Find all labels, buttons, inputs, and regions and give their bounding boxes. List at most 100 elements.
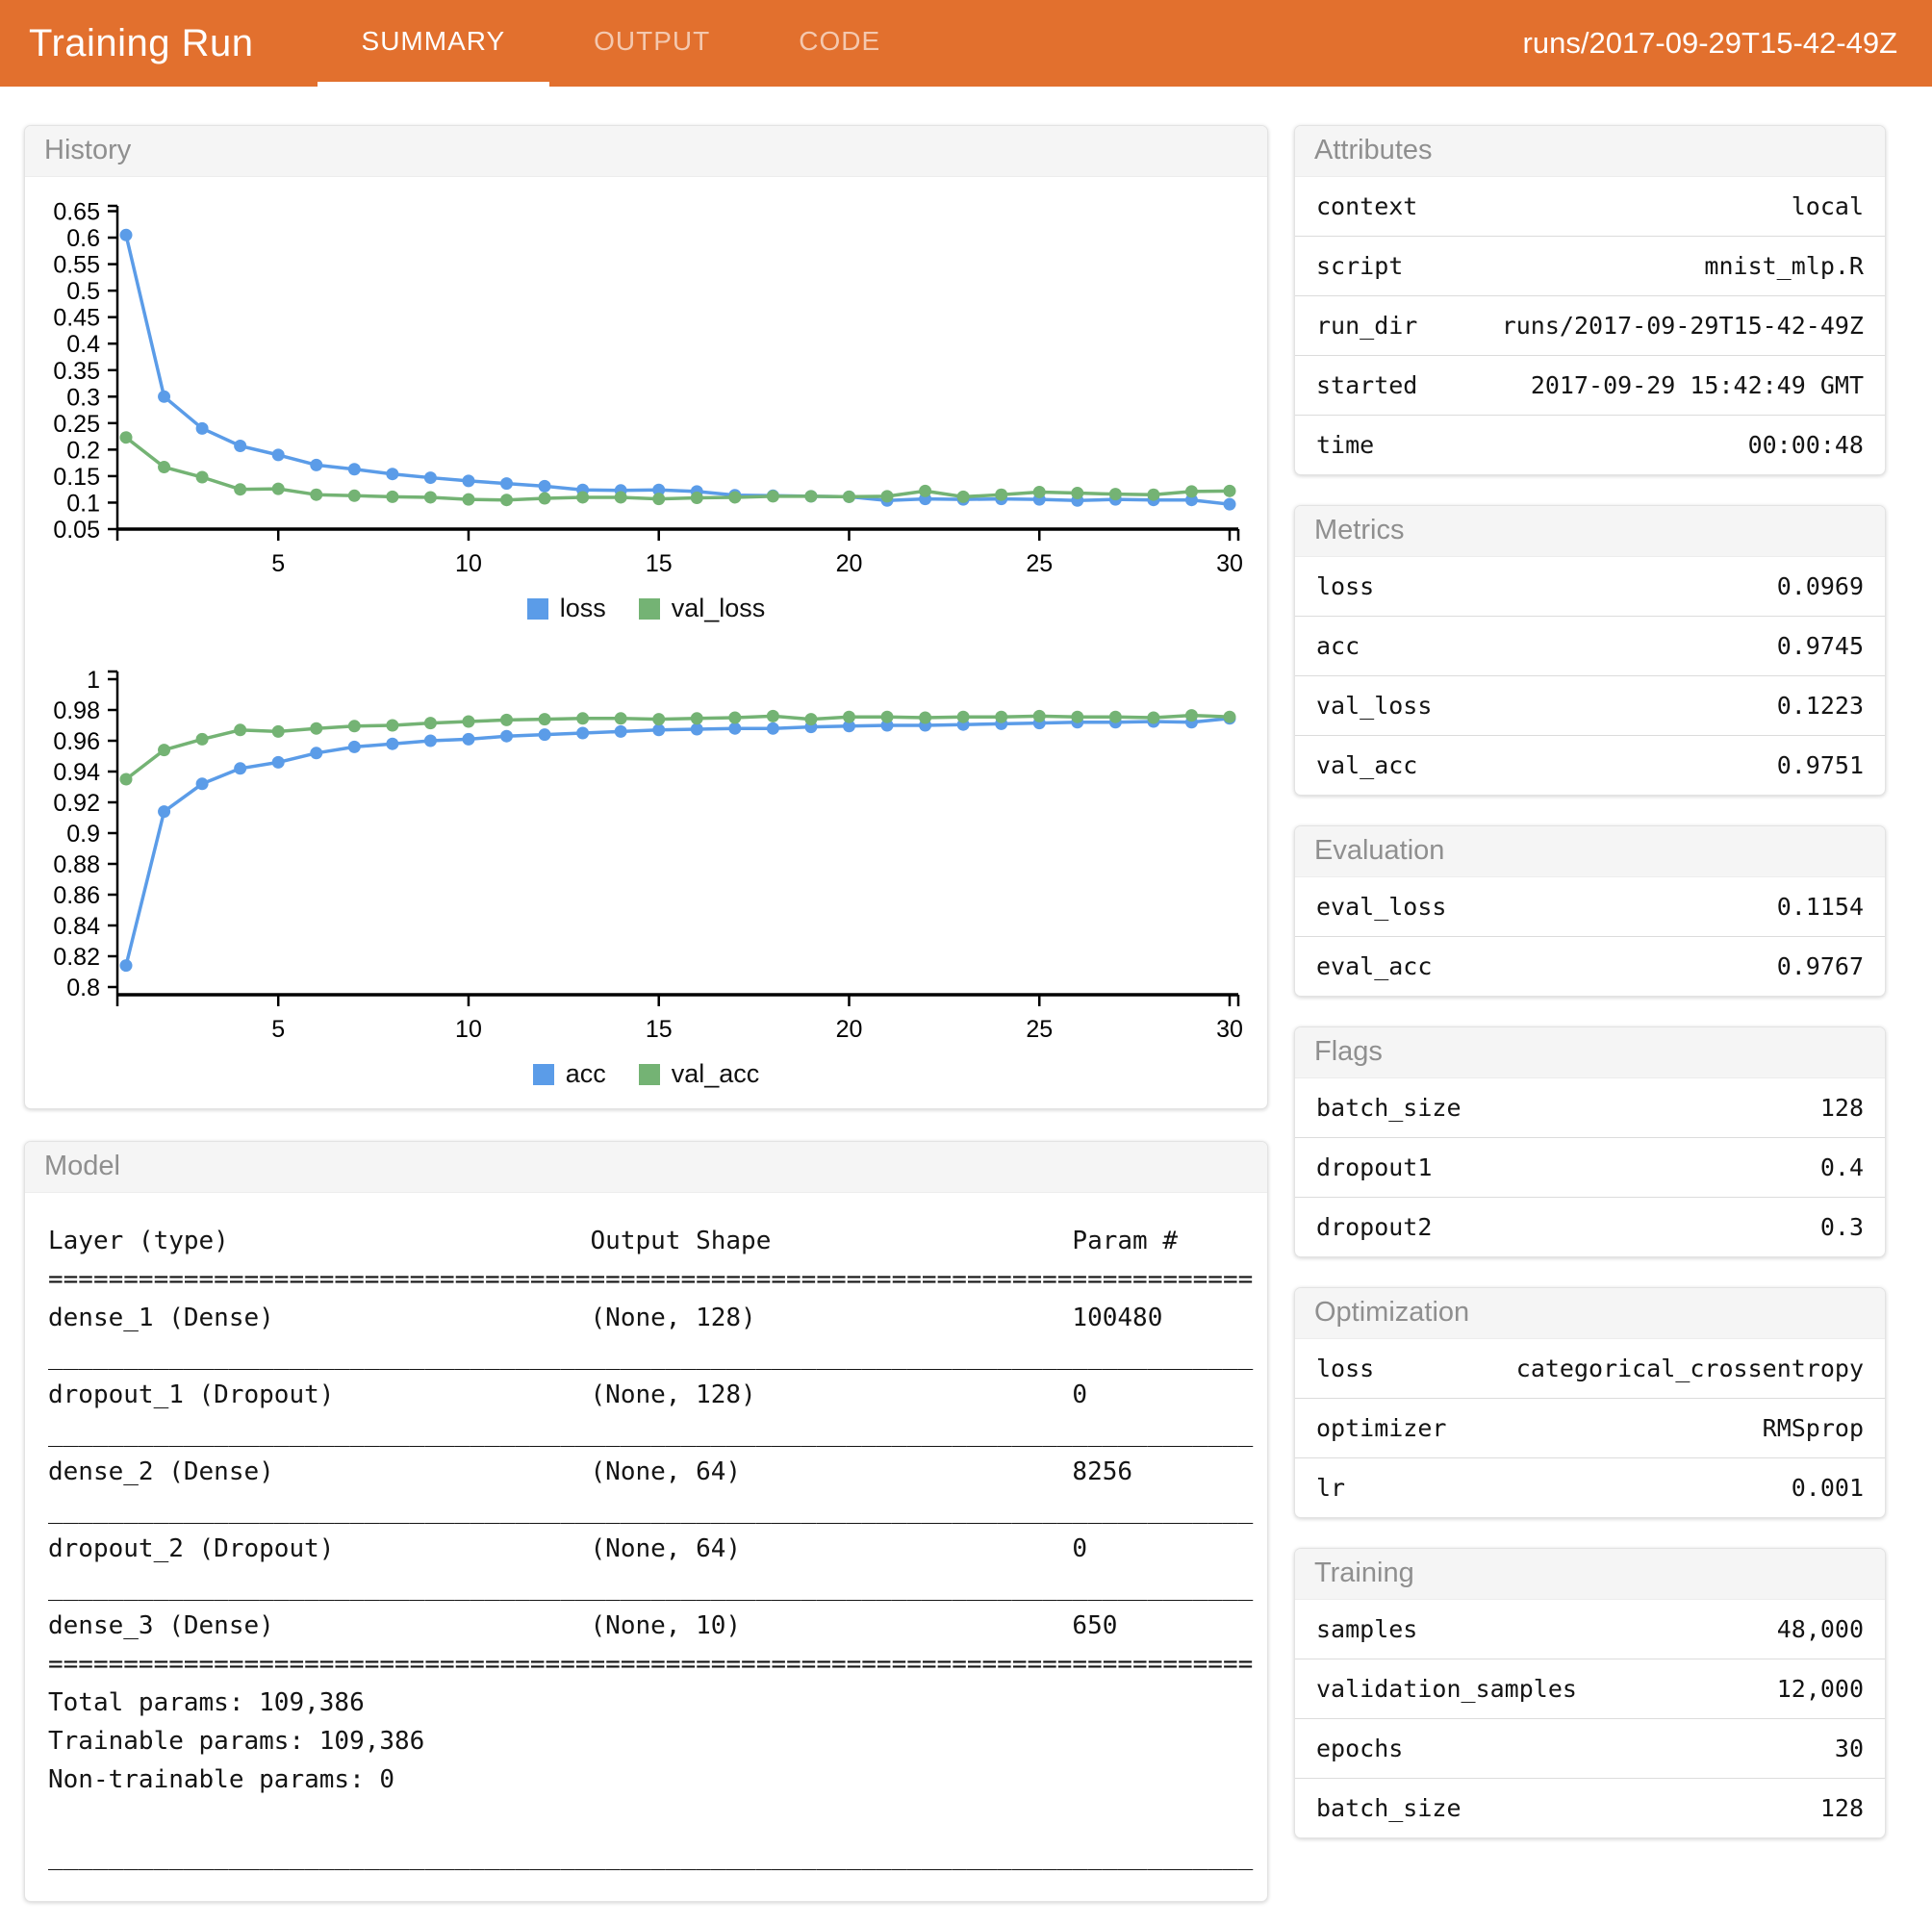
- kv-value: 0.9767: [1776, 952, 1864, 980]
- panel-title: Flags: [1295, 1027, 1885, 1078]
- legend-swatch-icon: [526, 597, 548, 620]
- kv-row: eval_acc 0.9767: [1295, 936, 1885, 996]
- data-point-acc: [614, 724, 627, 738]
- kv-key: eval_loss: [1316, 893, 1447, 921]
- data-point-acc: [576, 726, 590, 740]
- data-point-val_acc: [1223, 710, 1236, 723]
- kv-value: 128: [1819, 1794, 1864, 1822]
- chart-canvas: 0.80.820.840.860.880.90.920.940.960.9815…: [53, 667, 1243, 1043]
- svg-text:0.5: 0.5: [66, 278, 100, 305]
- panel-title: Attributes: [1295, 126, 1885, 177]
- tab-summary[interactable]: SUMMARY: [317, 0, 550, 87]
- legend-label: loss: [559, 594, 606, 622]
- kv-value: 30: [1834, 1735, 1864, 1762]
- svg-text:5: 5: [271, 550, 285, 577]
- data-point-loss: [195, 421, 209, 435]
- svg-text:20: 20: [836, 1016, 863, 1043]
- data-point-loss: [652, 483, 666, 496]
- svg-text:0.94: 0.94: [53, 759, 100, 786]
- data-point-acc: [195, 777, 209, 791]
- chart-canvas: 0.050.10.150.20.250.30.350.40.450.50.550…: [53, 199, 1243, 577]
- data-point-acc: [386, 737, 399, 750]
- legend-item-acc: acc: [532, 1059, 606, 1089]
- kv-value: RMSprop: [1762, 1414, 1864, 1442]
- data-point-val_acc: [1147, 711, 1160, 724]
- app-title: Training Run: [29, 21, 254, 64]
- kv-key: dropout1: [1316, 1153, 1433, 1181]
- data-point-loss: [1223, 497, 1236, 511]
- svg-text:0.88: 0.88: [53, 851, 100, 878]
- kv-value: 0.001: [1791, 1474, 1864, 1502]
- data-point-val_acc: [500, 713, 514, 726]
- legend-item-val_loss: val_loss: [638, 594, 765, 623]
- svg-text:30: 30: [1216, 1016, 1243, 1043]
- kv-value: categorical_crossentropy: [1515, 1355, 1864, 1382]
- svg-text:0.25: 0.25: [53, 411, 100, 438]
- kv-key: val_acc: [1316, 751, 1418, 779]
- kv-key: time: [1316, 431, 1375, 459]
- legend-item-val_acc: val_acc: [638, 1059, 759, 1089]
- data-point-loss: [310, 458, 323, 471]
- data-point-val_loss: [804, 490, 818, 503]
- kv-key: epochs: [1316, 1735, 1404, 1762]
- svg-text:15: 15: [646, 550, 673, 577]
- kv-key: validation_samples: [1316, 1675, 1577, 1703]
- panel-optimization: Optimization loss categorical_crossentropy…: [1294, 1287, 1886, 1518]
- kv-row: batch_size 128: [1295, 1078, 1885, 1137]
- data-point-val_acc: [234, 723, 247, 737]
- svg-text:0.15: 0.15: [53, 464, 100, 491]
- panel-evaluation: Evaluation eval_loss 0.1154 eval_acc 0.9767: [1294, 825, 1886, 997]
- model-panel-title: Model: [25, 1142, 1267, 1193]
- data-point-val_acc: [1071, 710, 1084, 723]
- data-point-acc: [271, 755, 285, 769]
- legend-swatch-icon: [638, 597, 660, 620]
- data-point-loss: [119, 228, 133, 241]
- legend-label: acc: [565, 1059, 606, 1088]
- legend-swatch-icon: [532, 1063, 554, 1085]
- right-column: Attributes context local script mnist_mlp.R r…: [1294, 125, 1886, 1838]
- data-point-loss: [462, 474, 475, 488]
- kv-key: loss: [1316, 572, 1375, 600]
- data-point-val_loss: [158, 461, 171, 474]
- tab-code[interactable]: CODE: [799, 25, 881, 56]
- kv-row: batch_size 128: [1295, 1778, 1885, 1837]
- svg-text:30: 30: [1216, 550, 1243, 577]
- legend-swatch-icon: [638, 1063, 660, 1085]
- svg-text:0.8: 0.8: [66, 975, 100, 1001]
- data-point-acc: [462, 732, 475, 746]
- data-point-acc: [119, 959, 133, 973]
- kv-key: optimizer: [1316, 1414, 1447, 1442]
- svg-text:5: 5: [271, 1016, 285, 1043]
- data-point-acc: [347, 740, 361, 753]
- kv-value: mnist_mlp.R: [1704, 252, 1864, 280]
- kv-row: acc 0.9745: [1295, 616, 1885, 675]
- top-bar: Training Run SUMMARY OUTPUT CODE runs/20…: [0, 0, 1932, 87]
- data-point-val_acc: [690, 712, 703, 725]
- data-point-loss: [423, 471, 437, 485]
- data-point-val_loss: [1032, 485, 1046, 498]
- chart-acc-val_acc: 0.8 0.82 0.84 0.86 0.88 0.9 0.92 0.94 0.96 0.98 1 5…: [25, 643, 1267, 1108]
- data-point-val_acc: [614, 712, 627, 725]
- model-panel: Model Layer (type) Output Shape Param # …: [24, 1141, 1268, 1902]
- kv-value: runs/2017-09-29T15-42-49Z: [1501, 312, 1864, 340]
- data-point-val_acc: [995, 710, 1008, 723]
- left-column: History 0.05 0.1 0.15 0.2 0.25 0.3 0.35 0.4 0.45…: [24, 125, 1268, 1902]
- svg-text:15: 15: [646, 1016, 673, 1043]
- data-point-val_loss: [1071, 487, 1084, 500]
- data-point-val_loss: [538, 492, 551, 505]
- data-point-val_loss: [1147, 488, 1160, 501]
- kv-key: started: [1316, 371, 1418, 399]
- svg-text:0.1: 0.1: [66, 490, 100, 517]
- history-panel-title: History: [25, 126, 1267, 177]
- kv-key: acc: [1316, 632, 1360, 660]
- data-point-val_acc: [576, 712, 590, 725]
- kv-key: lr: [1316, 1474, 1346, 1502]
- kv-row: val_loss 0.1223: [1295, 675, 1885, 735]
- data-point-loss: [158, 390, 171, 403]
- chart-legend: loss val_loss: [31, 588, 1261, 637]
- data-point-val_loss: [766, 490, 779, 503]
- svg-text:25: 25: [1026, 1016, 1053, 1043]
- data-point-acc: [538, 728, 551, 742]
- tab-output[interactable]: OUTPUT: [594, 25, 711, 56]
- panel-attributes: Attributes context local script mnist_mlp.R r…: [1294, 125, 1886, 475]
